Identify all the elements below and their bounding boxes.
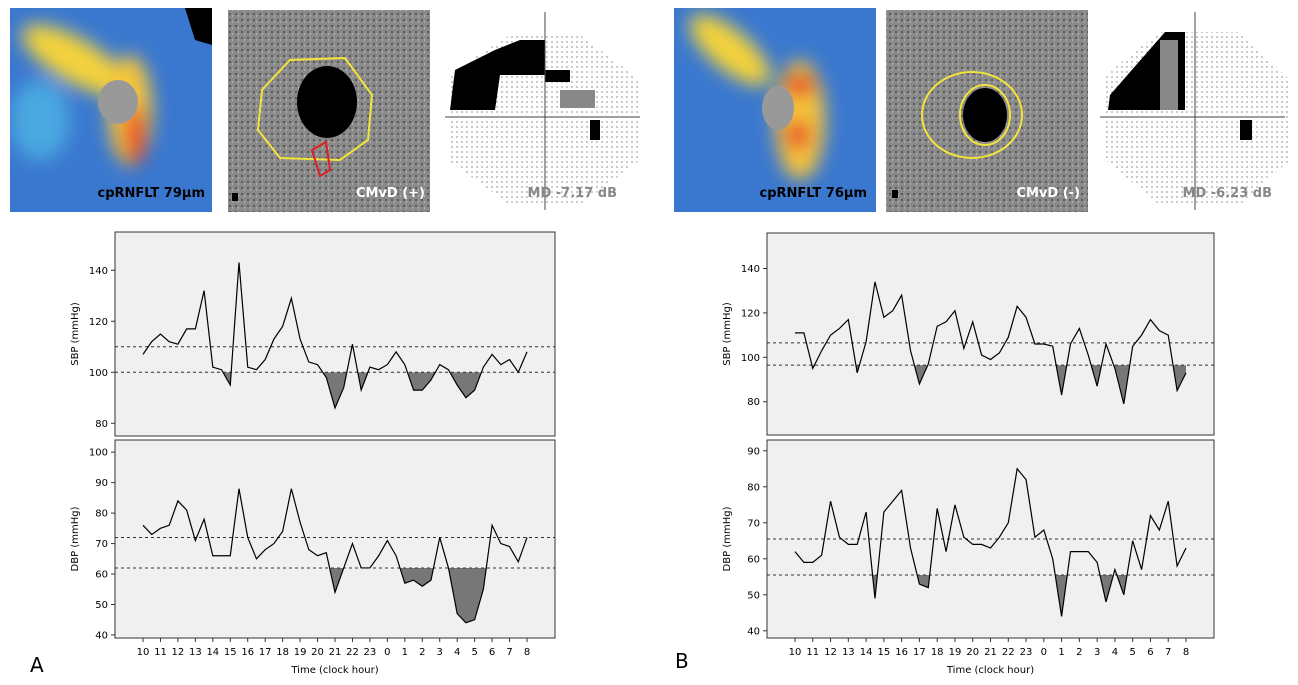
x-tick-label: 15 xyxy=(877,647,890,658)
y-tick-label: 140 xyxy=(89,266,108,277)
rnfl-label: cpRNFLT 76μm xyxy=(759,186,867,201)
y-tick-label: 40 xyxy=(747,626,760,637)
y-tick-label: 70 xyxy=(747,518,760,529)
x-axis-label: Time (clock hour) xyxy=(946,665,1034,676)
x-tick-label: 1 xyxy=(402,647,408,658)
x-tick-label: 7 xyxy=(1165,647,1171,658)
y-tick-label: 120 xyxy=(741,308,760,319)
x-tick-label: 10 xyxy=(789,647,802,658)
x-tick-label: 0 xyxy=(384,647,390,658)
x-tick-label: 12 xyxy=(172,647,185,658)
y-tick-label: 50 xyxy=(747,590,760,601)
y-tick-label: 80 xyxy=(747,397,760,408)
plot-area xyxy=(114,439,556,639)
y-tick-label: 80 xyxy=(95,419,108,430)
y-tick-label: 140 xyxy=(741,264,760,275)
y-tick-label: 90 xyxy=(95,478,108,489)
y-axis-label: SBP (mmHg) xyxy=(722,302,733,366)
x-tick-label: 12 xyxy=(824,647,837,658)
md-label: MD -7.17 dB xyxy=(528,186,617,201)
x-tick-label: 10 xyxy=(137,647,150,658)
x-tick-label: 17 xyxy=(913,647,926,658)
x-tick-label: 4 xyxy=(1112,647,1118,658)
y-tick-label: 80 xyxy=(95,509,108,520)
x-tick-label: 0 xyxy=(1041,647,1047,658)
cmvd-label: CMvD (-) xyxy=(1016,186,1080,201)
line xyxy=(794,467,1187,617)
x-tick-label: 3 xyxy=(437,647,443,658)
x-tick-label: 13 xyxy=(842,647,855,658)
y-axis-label: DBP (mmHg) xyxy=(70,506,81,571)
y-tick-label: 120 xyxy=(89,317,108,328)
line xyxy=(142,488,528,624)
visual-field-a xyxy=(445,12,640,210)
x-tick-label: 15 xyxy=(224,647,237,658)
x-tick-label: 11 xyxy=(806,647,819,658)
visual-field-b xyxy=(1100,12,1290,210)
x-tick-label: 7 xyxy=(506,647,512,658)
rnfl-label: cpRNFLT 79μm xyxy=(97,186,205,201)
y-tick-label: 60 xyxy=(747,554,760,565)
md-label: MD -6.23 dB xyxy=(1183,186,1272,201)
rnfl-map-a xyxy=(10,8,212,212)
shade xyxy=(143,567,527,623)
x-tick-label: 6 xyxy=(1147,647,1153,658)
y-axis-label: DBP (mmHg) xyxy=(722,506,733,571)
panel-label: A xyxy=(30,653,44,677)
x-tick-label: 21 xyxy=(984,647,997,658)
y-tick-label: 60 xyxy=(95,570,108,581)
x-tick-label: 20 xyxy=(966,647,979,658)
oct-b xyxy=(886,10,1088,212)
x-tick-label: 2 xyxy=(1076,647,1082,658)
line xyxy=(795,281,1187,405)
x-tick-label: 2 xyxy=(419,647,425,658)
y-tick-label: 80 xyxy=(747,482,760,493)
plot-area xyxy=(766,232,1215,436)
x-tick-label: 13 xyxy=(189,647,202,658)
x-tick-label: 19 xyxy=(949,647,962,658)
x-tick-label: 8 xyxy=(1183,647,1189,658)
rnfl-map-b xyxy=(674,8,876,212)
y-tick-label: 70 xyxy=(95,539,108,550)
x-tick-label: 4 xyxy=(454,647,460,658)
x-tick-label: 3 xyxy=(1094,647,1100,658)
x-tick-label: 22 xyxy=(1002,647,1015,658)
x-tick-label: 23 xyxy=(364,647,377,658)
x-axis-label: Time (clock hour) xyxy=(290,665,378,676)
x-tick-label: 14 xyxy=(206,647,219,658)
y-tick-label: 100 xyxy=(89,448,108,459)
x-tick-label: 17 xyxy=(259,647,272,658)
y-tick-label: 50 xyxy=(95,600,108,611)
y-tick-label: 40 xyxy=(95,630,108,641)
x-tick-label: 16 xyxy=(895,647,908,658)
x-tick-label: 16 xyxy=(241,647,254,658)
x-tick-label: 20 xyxy=(311,647,324,658)
x-tick-label: 18 xyxy=(276,647,289,658)
x-tick-label: 21 xyxy=(329,647,342,658)
y-axis-label: SBP (mmHg) xyxy=(70,302,81,366)
x-tick-label: 8 xyxy=(524,647,530,658)
x-tick-label: 5 xyxy=(471,647,477,658)
x-tick-label: 19 xyxy=(294,647,307,658)
x-tick-label: 5 xyxy=(1129,647,1135,658)
shade xyxy=(143,372,527,408)
cmvd-label: CMvD (+) xyxy=(356,186,425,201)
x-tick-label: 22 xyxy=(346,647,359,658)
oct-a xyxy=(228,10,430,212)
x-tick-label: 14 xyxy=(860,647,873,658)
x-tick-label: 18 xyxy=(931,647,944,658)
x-tick-label: 1 xyxy=(1058,647,1064,658)
x-tick-label: 11 xyxy=(154,647,167,658)
y-tick-label: 90 xyxy=(747,446,760,457)
panel-label: B xyxy=(675,649,689,673)
x-tick-label: 6 xyxy=(489,647,495,658)
x-tick-label: 23 xyxy=(1020,647,1033,658)
line xyxy=(142,262,528,410)
y-tick-label: 100 xyxy=(741,353,760,364)
y-tick-label: 100 xyxy=(89,368,108,379)
